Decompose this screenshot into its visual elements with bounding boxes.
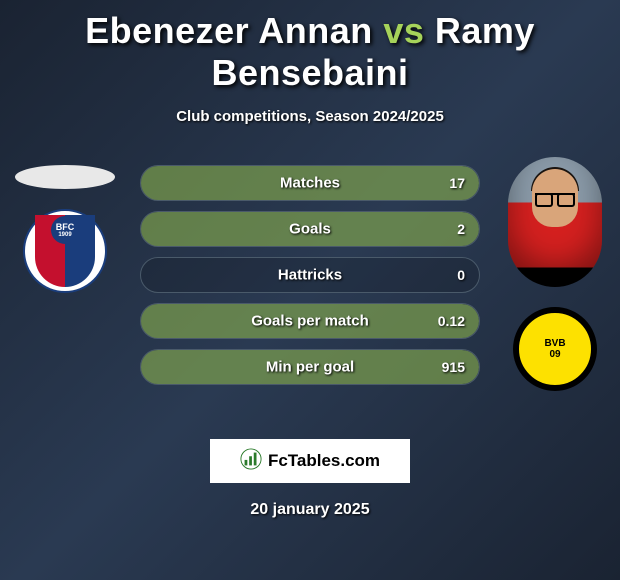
brand-icon bbox=[240, 448, 262, 475]
player1-name: Ebenezer Annan bbox=[85, 10, 373, 51]
club2-logo: BVB 09 bbox=[513, 307, 597, 391]
stat-bar: Goals 2 bbox=[140, 211, 480, 247]
club1-logo: BFC 1909 bbox=[23, 209, 107, 293]
stat-label: Min per goal bbox=[266, 359, 354, 376]
vs-text: vs bbox=[383, 10, 424, 51]
stat-value-right: 915 bbox=[442, 359, 465, 375]
stats-zone: BFC 1909 Matches 17 Goals 2 Hattricks 0 Goals … bbox=[0, 165, 620, 425]
club1-badge-text: BFC 1909 bbox=[51, 216, 79, 244]
chart-icon bbox=[240, 448, 262, 470]
stat-bar: Min per goal 915 bbox=[140, 349, 480, 385]
stat-bar: Matches 17 bbox=[140, 165, 480, 201]
stat-label: Goals bbox=[289, 221, 331, 238]
stat-value-right: 17 bbox=[449, 175, 465, 191]
stat-value-right: 0 bbox=[457, 267, 465, 283]
club1-year: 1909 bbox=[58, 232, 71, 238]
stat-bar: Hattricks 0 bbox=[140, 257, 480, 293]
stat-bars: Matches 17 Goals 2 Hattricks 0 Goals per match… bbox=[140, 165, 480, 395]
player2-photo bbox=[508, 157, 602, 287]
club2-abbr: BVB bbox=[544, 338, 565, 349]
player2-glasses-icon bbox=[535, 193, 575, 203]
stat-label: Goals per match bbox=[251, 313, 369, 330]
comparison-title: Ebenezer Annan vs Ramy Bensebaini bbox=[0, 0, 620, 94]
brand-box: FcTables.com bbox=[210, 439, 410, 483]
stat-label: Hattricks bbox=[278, 267, 342, 284]
player1-photo bbox=[15, 165, 115, 189]
left-column: BFC 1909 bbox=[10, 165, 120, 293]
stat-value-right: 0.12 bbox=[438, 313, 465, 329]
subtitle: Club competitions, Season 2024/2025 bbox=[0, 108, 620, 125]
date-line: 20 january 2025 bbox=[0, 501, 620, 519]
stat-bar: Goals per match 0.12 bbox=[140, 303, 480, 339]
stat-value-right: 2 bbox=[457, 221, 465, 237]
stat-label: Matches bbox=[280, 175, 340, 192]
club1-abbr: BFC bbox=[56, 223, 75, 232]
right-column: BVB 09 bbox=[500, 165, 610, 391]
club2-badge-text: BVB 09 bbox=[544, 338, 565, 360]
brand-text: FcTables.com bbox=[268, 451, 380, 471]
club2-year: 09 bbox=[549, 349, 560, 360]
